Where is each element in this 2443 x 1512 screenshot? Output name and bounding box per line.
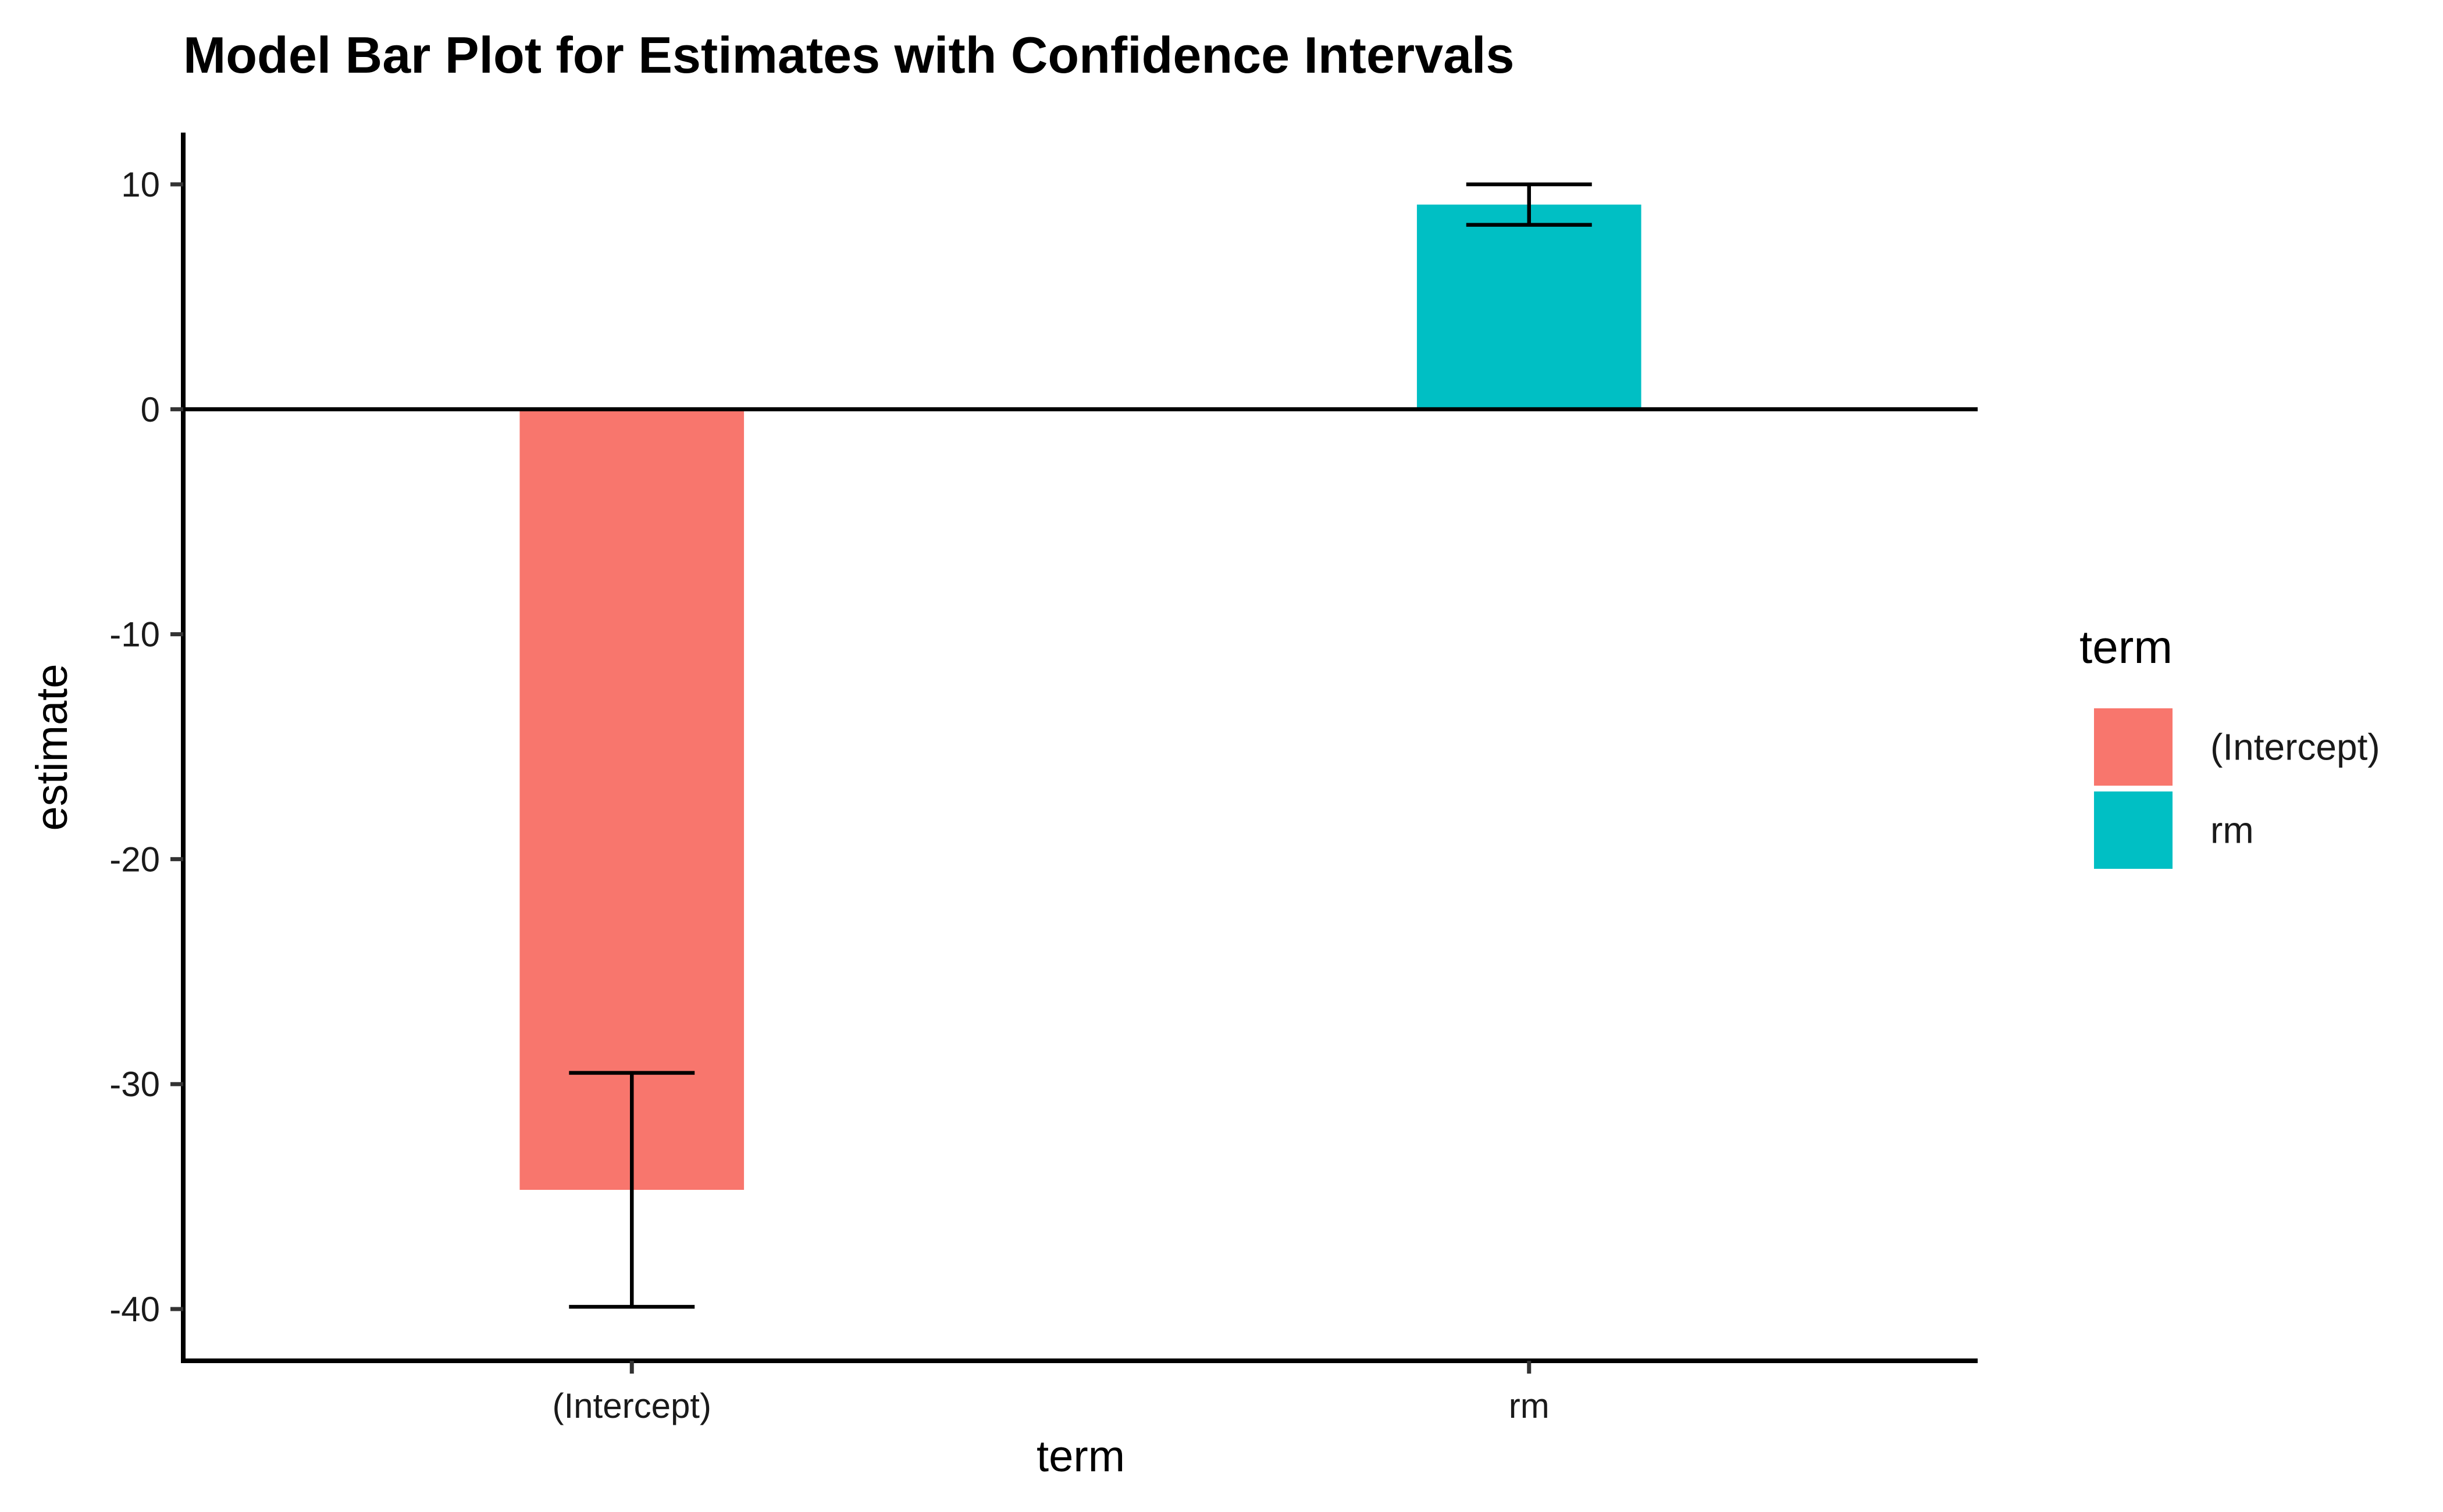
error-bar-0	[569, 1071, 695, 1309]
legend-label-0: (Intercept)	[2210, 726, 2380, 768]
error-bar-1	[1466, 182, 1592, 227]
x-axis-title: term	[1037, 1432, 1125, 1481]
y-tick-label: 0	[141, 390, 160, 429]
y-tick-label: -10	[109, 615, 160, 654]
legend: term (Intercept) rm	[2079, 621, 2380, 869]
y-tick-label: -40	[109, 1290, 160, 1329]
bar-1	[1416, 204, 1641, 409]
x-tick-label: (Intercept)	[553, 1386, 711, 1425]
legend-label-1: rm	[2210, 810, 2254, 851]
legend-key-1	[2094, 791, 2173, 869]
y-axis-title: estimate	[27, 664, 77, 830]
legend-items: (Intercept) rm	[2094, 708, 2380, 869]
chart-title: Model Bar Plot for Estimates with Confid…	[183, 26, 1514, 84]
x-tick-label: rm	[1509, 1386, 1550, 1425]
y-tick-label: -20	[109, 840, 160, 879]
legend-key-0	[2094, 708, 2173, 786]
bar-0	[519, 409, 745, 1190]
legend-title: term	[2079, 621, 2173, 673]
plot-area: 10 0 -10 -20 -30 -40 (Intercept) rm	[109, 133, 1978, 1425]
y-tick-label: -30	[109, 1065, 160, 1104]
y-tick-label: 10	[121, 165, 160, 204]
